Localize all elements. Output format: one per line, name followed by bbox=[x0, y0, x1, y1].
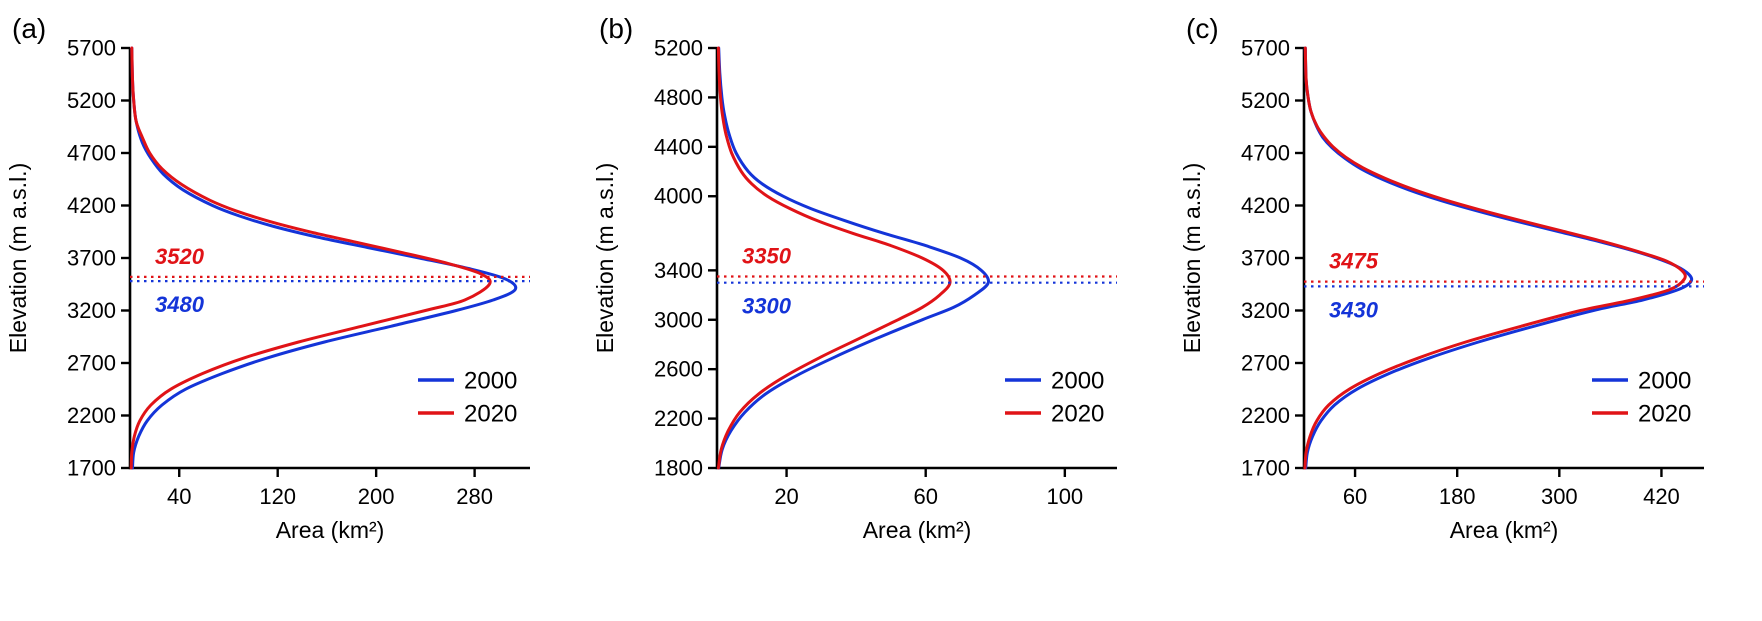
legend-label-2000: 2000 bbox=[1638, 368, 1691, 395]
median-label-2000: 3430 bbox=[1329, 297, 1379, 322]
chart-b-svg: 5200 4800 4400 4000 3400 3000 2600 2200 1800 20 60… bbox=[592, 13, 1117, 543]
y-axis-tick-label: 2600 bbox=[654, 357, 703, 382]
y-axis-tick-label: 5700 bbox=[1241, 36, 1290, 61]
series-2020-curve bbox=[1303, 46, 1687, 470]
x-axis-tick-label: 300 bbox=[1541, 484, 1578, 509]
x-axis-tick-label: 40 bbox=[167, 484, 191, 509]
chart-a-svg: 5700 5200 4700 4200 3700 3200 2700 2200 1700 40 12… bbox=[5, 13, 530, 543]
y-axis-tick-label: 1800 bbox=[654, 456, 703, 481]
y-axis-tick-label: 4000 bbox=[654, 184, 703, 209]
y-axis-tick-label: 4700 bbox=[1241, 141, 1290, 166]
y-axis-tick-label: 4200 bbox=[1241, 193, 1290, 218]
y-axis-tick-label: 1700 bbox=[1241, 456, 1290, 481]
x-axis-tick-label: 420 bbox=[1643, 484, 1680, 509]
y-axis-tick-label: 3200 bbox=[67, 298, 116, 323]
x-axis-tick-label: 20 bbox=[774, 484, 798, 509]
legend-label-2020: 2020 bbox=[1638, 401, 1691, 428]
median-label-2020: 3475 bbox=[1329, 249, 1379, 274]
panel-a: 5700 5200 4700 4200 3700 3200 2700 2200 1700 40 12… bbox=[0, 0, 587, 621]
y-axis-tick-label: 3700 bbox=[1241, 246, 1290, 271]
series-2020-curve bbox=[129, 46, 492, 470]
x-axis-tick-label: 180 bbox=[1439, 484, 1476, 509]
y-axis-tick-label: 3200 bbox=[1241, 298, 1290, 323]
y-axis-tick-label: 2700 bbox=[67, 351, 116, 376]
y-axis-tick-label: 4400 bbox=[654, 134, 703, 159]
y-axis-tick-label: 2200 bbox=[654, 406, 703, 431]
median-label-2020: 3350 bbox=[742, 244, 792, 269]
median-label-2020: 3520 bbox=[155, 244, 205, 269]
legend-label-2020: 2020 bbox=[464, 401, 517, 428]
chart-c-svg: 5700 5200 4700 4200 3700 3200 2700 2200 1700 60 18… bbox=[1179, 13, 1704, 543]
x-axis-tick-label: 60 bbox=[913, 484, 937, 509]
y-axis-title: Elevation (m a.s.l.) bbox=[592, 163, 618, 353]
y-axis-tick-label: 1700 bbox=[67, 456, 116, 481]
panel-label: (c) bbox=[1186, 13, 1219, 44]
series-2020-curve bbox=[716, 46, 952, 470]
y-axis-title: Elevation (m a.s.l.) bbox=[5, 163, 31, 353]
y-axis-tick-label: 5200 bbox=[67, 88, 116, 113]
y-axis-tick-label: 2700 bbox=[1241, 351, 1290, 376]
x-axis-tick-label: 200 bbox=[358, 484, 395, 509]
legend-label-2020: 2020 bbox=[1051, 401, 1104, 428]
y-axis-tick-label: 4200 bbox=[67, 193, 116, 218]
median-label-2000: 3480 bbox=[155, 292, 205, 317]
panel-b: 5200 4800 4400 4000 3400 3000 2600 2200 1800 20 60… bbox=[587, 0, 1174, 621]
y-axis-tick-label: 5200 bbox=[654, 36, 703, 61]
y-axis-tick-label: 2200 bbox=[67, 403, 116, 428]
y-axis-tick-label: 4800 bbox=[654, 85, 703, 110]
x-axis-title: Area (km²) bbox=[863, 517, 972, 543]
panel-label: (b) bbox=[599, 13, 633, 44]
legend-label-2000: 2000 bbox=[1051, 368, 1104, 395]
y-axis-title: Elevation (m a.s.l.) bbox=[1179, 163, 1205, 353]
y-axis-tick-label: 5200 bbox=[1241, 88, 1290, 113]
y-axis-tick-label: 3400 bbox=[654, 258, 703, 283]
series-2000-curve bbox=[717, 46, 991, 470]
panel-c: 5700 5200 4700 4200 3700 3200 2700 2200 1700 60 18… bbox=[1174, 0, 1761, 621]
y-axis-tick-label: 5700 bbox=[67, 36, 116, 61]
x-axis-tick-label: 100 bbox=[1046, 484, 1083, 509]
legend-label-2000: 2000 bbox=[464, 368, 517, 395]
y-axis-tick-label: 3000 bbox=[654, 307, 703, 332]
x-axis-tick-label: 120 bbox=[259, 484, 296, 509]
median-label-2000: 3300 bbox=[742, 294, 792, 319]
y-axis-tick-label: 2200 bbox=[1241, 403, 1290, 428]
panel-label: (a) bbox=[12, 13, 46, 44]
y-axis-tick-label: 4700 bbox=[67, 141, 116, 166]
x-axis-title: Area (km²) bbox=[1450, 517, 1559, 543]
y-axis-tick-label: 3700 bbox=[67, 246, 116, 271]
x-axis-tick-label: 60 bbox=[1343, 484, 1367, 509]
x-axis-tick-label: 280 bbox=[456, 484, 493, 509]
x-axis-title: Area (km²) bbox=[276, 517, 385, 543]
